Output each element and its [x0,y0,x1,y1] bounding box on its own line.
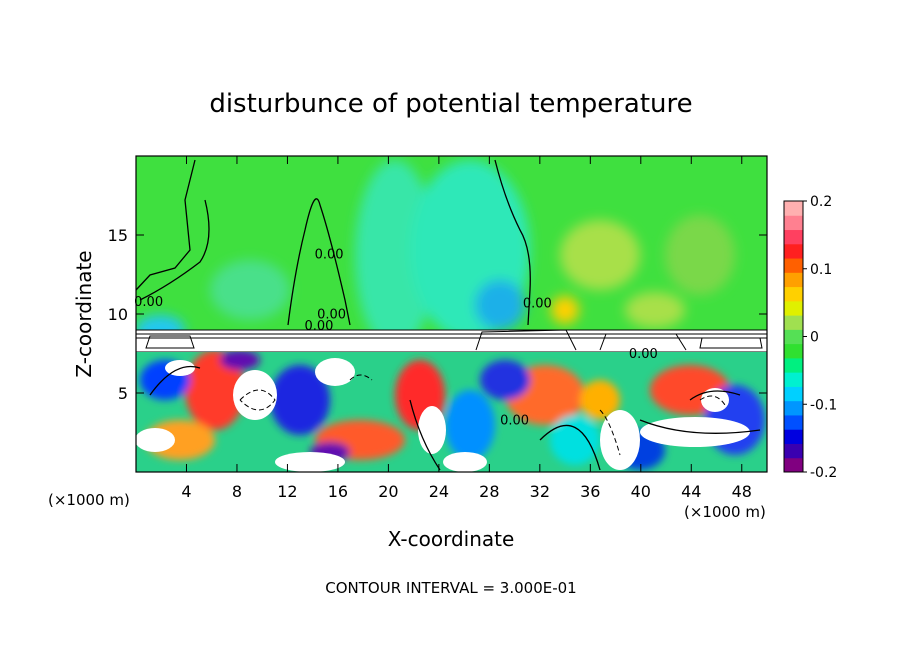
colorbar-cell [784,315,803,330]
colorbar-cell [784,429,803,444]
colorbar-cell [784,357,803,373]
colorbar-cell [784,457,803,473]
colorbar-tick-label: -0.1 [810,397,837,413]
x-tick-label: 28 [479,482,499,501]
boundary-band [136,330,767,352]
x-tick-label: 40 [631,482,651,501]
heatmap-field [136,156,767,472]
colorbar-tick-label: 0.2 [810,194,832,210]
contour-label: 0.00 [315,248,344,263]
colorbar: 0.2 0.1 0 -0.1 -0.2 [783,194,837,481]
x-tick-label: 48 [732,482,752,501]
lower-purple-region [220,352,260,370]
colorbar-cell [784,286,803,302]
colorbar-tick-label: 0 [810,330,819,346]
upper-yellow-region [625,292,685,328]
colorbar-cells [784,201,803,473]
lower-cold-region [445,390,495,460]
upper-cyan-region [210,260,290,320]
x-tick-label: 4 [181,482,191,501]
colorbar-cell [784,272,803,288]
y-tick-label: 5 [118,384,128,403]
upper-yellow-region [665,215,735,295]
colorbar-cell [784,372,803,387]
x-axis-label: X-coordinate [388,527,515,551]
contour-labels: 0.000.000.000.000.000.000.00 [134,248,658,429]
colorbar-tick-label: 0.1 [810,262,832,278]
x-tick-label: 24 [429,482,449,501]
x-tick-label: 8 [232,482,242,501]
x-axis-ticks: 4 8 12 16 20 24 28 32 36 40 44 48 [181,156,752,501]
colorbar-cell [784,343,803,359]
colorbar-cell [784,386,803,402]
colorbar-cell [784,400,803,416]
x-tick-label: 44 [681,482,701,501]
chart-title: disturbunce of potential temperature [209,89,692,119]
x-tick-label: 20 [378,482,398,501]
x-unit-right: (×1000 m) [684,503,766,521]
colorbar-cell [784,443,803,459]
lower-cyan-region [550,415,600,465]
upper-cyan-region [475,280,525,330]
contour-interval-note: CONTOUR INTERVAL = 3.000E-01 [325,579,576,597]
colorbar-cell [784,229,803,245]
colorbar-cell [784,329,803,345]
x-unit-left: (×1000 m) [48,491,130,509]
contour-lines [136,159,761,471]
contour-label: 0.00 [317,308,346,323]
upper-yellow-region [551,296,579,324]
colorbar-cell [784,300,803,316]
colorbar-cell [784,201,803,216]
lower-warm-region [185,352,245,430]
colorbar-cell [784,258,803,273]
upper-cyan-region [355,160,435,350]
contour-dashed-lines [239,374,726,456]
colorbar-cell [784,243,803,259]
contour-label: 0.00 [134,295,163,310]
y-axis-label: Z-coordinate [72,250,96,377]
x-tick-label: 36 [580,482,600,501]
x-tick-label: 12 [277,482,297,501]
upper-yellow-region [560,220,640,290]
y-axis-ticks: 5 10 15 [108,226,767,403]
contour-label: 0.00 [629,347,658,362]
colorbar-ticks: 0.2 0.1 0 -0.1 -0.2 [803,194,837,481]
lower-cold-region [480,360,530,400]
y-tick-label: 10 [108,305,128,324]
x-tick-label: 32 [530,482,550,501]
contour-label: 0.00 [305,319,334,334]
y-tick-label: 15 [108,226,128,245]
colorbar-cell [784,215,803,231]
colorbar-cell [784,414,803,430]
x-tick-label: 16 [328,482,348,501]
contour-label: 0.00 [523,297,552,312]
lower-warm-region [580,380,620,420]
lower-cold-region [270,365,330,435]
contour-label: 0.00 [500,414,529,429]
colorbar-tick-label: -0.2 [810,465,837,481]
